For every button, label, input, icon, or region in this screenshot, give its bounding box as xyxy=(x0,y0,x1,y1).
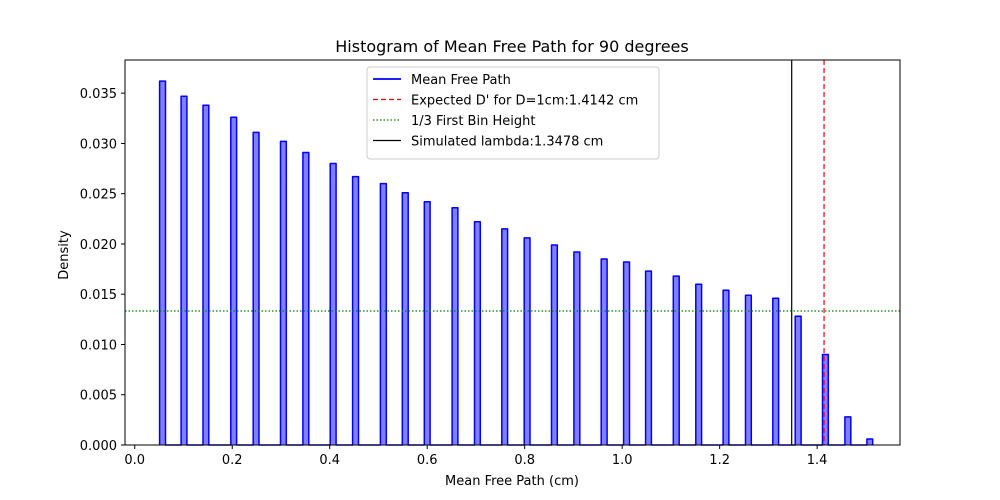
histogram-bar xyxy=(645,271,652,445)
y-tick-label: 0.005 xyxy=(80,389,117,404)
histogram-bar xyxy=(822,354,829,445)
y-tick-label: 0.025 xyxy=(80,188,117,203)
y-tick-label: 0.000 xyxy=(80,439,117,454)
histogram-bar xyxy=(352,176,359,445)
y-axis-ticks: 0.000 0.005 0.010 0.015 0.020 0.025 0.030 0.035 xyxy=(80,87,125,454)
histogram-bar xyxy=(302,152,309,446)
histogram-bar xyxy=(202,105,209,445)
legend: Mean Free Path Expected D' for D=1cm:1.41… xyxy=(366,66,660,160)
histogram-bar xyxy=(551,244,558,445)
histogram-bar xyxy=(159,81,166,446)
histogram-bar xyxy=(181,96,187,445)
legend-label: Simulated lambda:1.3478 cm xyxy=(411,135,603,150)
x-tick-label: 0.6 xyxy=(417,453,438,468)
x-tick-label: 0.0 xyxy=(124,453,145,468)
histogram-bar xyxy=(230,117,237,445)
histogram-bar xyxy=(424,201,431,445)
histogram-bar xyxy=(253,132,260,445)
legend-label: Expected D' for D=1cm:1.4142 cm xyxy=(411,94,638,109)
y-axis-label: Density xyxy=(57,230,72,280)
y-tick-label: 0.035 xyxy=(80,87,117,102)
histogram-bar xyxy=(866,438,873,445)
chart-title: Histogram of Mean Free Path for 90 degre… xyxy=(335,37,688,56)
histogram-bar xyxy=(380,183,387,445)
y-tick-label: 0.015 xyxy=(80,288,117,303)
x-axis-label: Mean Free Path (cm) xyxy=(445,474,579,489)
histogram-bar xyxy=(452,207,458,445)
x-tick-label: 0.2 xyxy=(222,453,243,468)
histogram-bar xyxy=(601,259,608,445)
y-tick-label: 0.020 xyxy=(80,238,117,253)
histogram-bar xyxy=(772,298,779,445)
y-tick-label: 0.010 xyxy=(80,338,117,353)
y-tick-label: 0.030 xyxy=(80,137,117,152)
histogram-bar xyxy=(623,262,630,445)
x-tick-label: 1.2 xyxy=(709,453,730,468)
histogram-bar xyxy=(402,192,409,445)
x-tick-label: 0.4 xyxy=(319,453,340,468)
legend-box xyxy=(366,66,660,160)
histogram-bar xyxy=(844,416,851,445)
x-tick-label: 0.8 xyxy=(514,453,535,468)
histogram-bar xyxy=(673,276,680,445)
x-tick-label: 1.4 xyxy=(807,453,828,468)
histogram-bar xyxy=(573,251,580,445)
histogram-bar xyxy=(695,284,702,445)
histogram-bar xyxy=(501,228,508,445)
histogram-bar xyxy=(795,316,802,445)
legend-label: 1/3 First Bin Height xyxy=(411,114,535,129)
histogram-bar xyxy=(280,141,287,445)
x-axis-ticks: 0.0 0.2 0.4 0.6 0.8 1.0 1.2 1.4 xyxy=(124,445,827,468)
histogram-bar xyxy=(745,295,752,445)
legend-label: Mean Free Path xyxy=(411,73,511,88)
plot-frame xyxy=(124,59,901,446)
x-tick-label: 1.0 xyxy=(612,453,633,468)
histogram-bar xyxy=(330,163,337,446)
reference-lines xyxy=(125,60,900,445)
histogram-bar xyxy=(474,221,481,445)
histogram-bar xyxy=(723,290,729,445)
histogram-bar xyxy=(524,237,531,445)
